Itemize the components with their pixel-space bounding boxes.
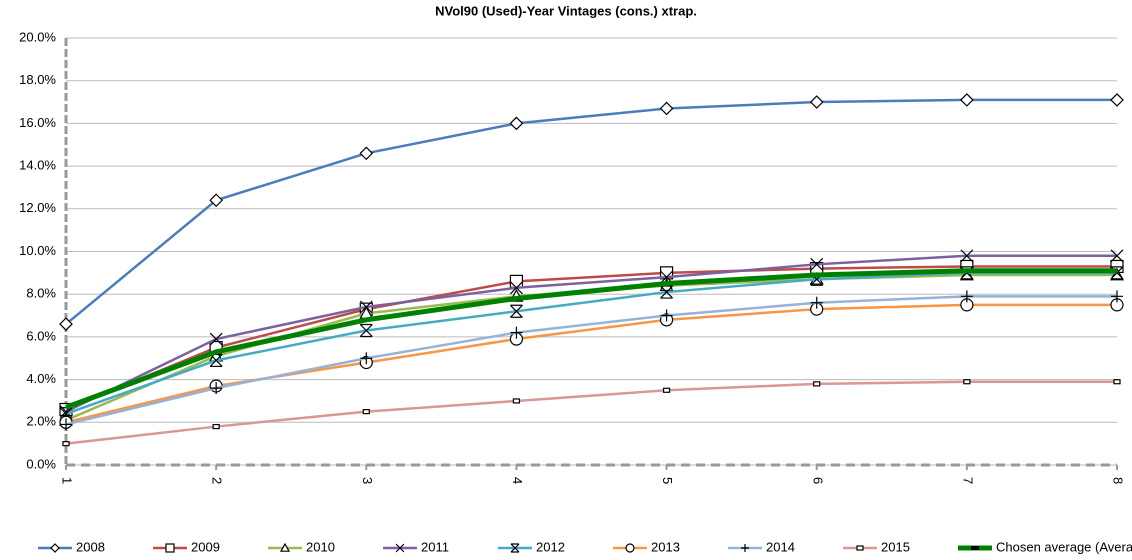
marker <box>209 332 223 346</box>
marker <box>659 101 674 116</box>
y-tick-label: 0.0% <box>26 456 56 471</box>
legend-label: 2011 <box>421 539 449 554</box>
marker <box>359 323 373 338</box>
x-tick-label: 1 <box>60 477 75 484</box>
marker <box>959 267 974 281</box>
series-line <box>65 295 1117 426</box>
marker <box>62 441 70 447</box>
marker <box>960 249 974 263</box>
marker <box>210 382 223 395</box>
marker <box>1111 290 1123 303</box>
marker <box>59 407 73 421</box>
marker <box>359 300 373 314</box>
y-tick-label: 12.0% <box>19 200 56 215</box>
marker <box>360 352 373 365</box>
y-tick-label: 6.0% <box>26 328 56 343</box>
series-line <box>65 268 1117 410</box>
x-tick-label: 6 <box>810 477 825 484</box>
marker <box>209 193 223 208</box>
marker <box>165 543 175 553</box>
x-tick-label: 7 <box>960 477 975 484</box>
x-tick-label: 5 <box>660 477 675 484</box>
y-tick-label: 18.0% <box>19 72 56 87</box>
marker <box>810 272 824 286</box>
legend-label: 2014 <box>766 539 795 554</box>
marker <box>741 544 749 552</box>
marker <box>960 290 973 303</box>
y-tick-label: 4.0% <box>26 371 56 386</box>
marker <box>660 285 673 299</box>
marker <box>810 296 823 309</box>
series-line <box>65 265 1117 411</box>
x-tick-label: 2 <box>210 477 225 484</box>
series-line <box>65 254 1117 413</box>
marker <box>512 398 521 404</box>
marker <box>510 304 523 318</box>
marker <box>1110 249 1124 263</box>
marker <box>1110 93 1124 107</box>
marker <box>509 116 524 131</box>
marker <box>209 353 223 367</box>
x-tick-label: 8 <box>1111 477 1126 484</box>
marker <box>856 545 864 551</box>
y-tick-label: 20.0% <box>19 29 56 44</box>
marker <box>362 409 370 415</box>
legend-label: 2009 <box>191 539 220 554</box>
legend-label: 2010 <box>306 539 335 554</box>
marker <box>809 95 824 109</box>
legend-marker <box>971 546 979 550</box>
marker <box>509 274 524 288</box>
y-tick-label: 14.0% <box>19 158 56 173</box>
marker <box>625 543 635 553</box>
y-tick-label: 10.0% <box>19 243 56 258</box>
marker <box>510 543 520 553</box>
x-tick-label: 4 <box>510 477 525 484</box>
marker <box>660 309 673 322</box>
marker <box>510 326 523 339</box>
marker <box>810 257 824 271</box>
marker <box>395 543 405 553</box>
marker <box>1113 379 1121 385</box>
y-tick-label: 16.0% <box>19 115 56 130</box>
y-tick-label: 2.0% <box>26 414 56 429</box>
series-line <box>65 303 1117 424</box>
marker <box>50 543 60 553</box>
marker <box>1109 267 1125 281</box>
marker <box>510 281 523 295</box>
chart-title: NVol90 (Used)-Year Vintages (cons.) xtra… <box>435 3 697 18</box>
legend-label: 2015 <box>881 539 910 554</box>
marker <box>813 381 821 387</box>
legend-label: 2013 <box>651 539 680 554</box>
series-line <box>65 98 1117 326</box>
series-line <box>65 380 1117 445</box>
legend-label: 2008 <box>76 539 105 554</box>
marker <box>60 418 72 431</box>
marker <box>279 542 291 552</box>
legend-label: Chosen average (Average) <box>996 539 1132 554</box>
marker <box>59 317 73 331</box>
marker <box>960 93 974 107</box>
y-tick-label: 8.0% <box>26 286 56 301</box>
marker <box>963 379 971 385</box>
marker <box>662 387 671 393</box>
marker <box>212 423 220 430</box>
x-tick-label: 3 <box>360 477 375 484</box>
legend-label: 2012 <box>536 539 565 554</box>
marker <box>359 146 374 161</box>
